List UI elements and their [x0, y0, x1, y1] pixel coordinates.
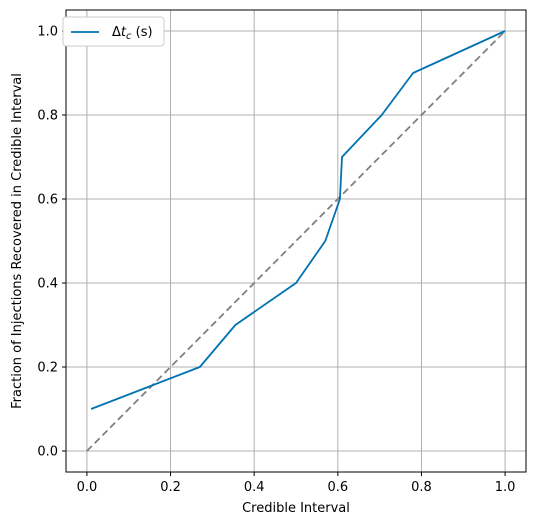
- legend: Δtc (s): [62, 16, 165, 47]
- series-layer: [90, 30, 506, 410]
- y-ticks: 0.0 0.2 0.4 0.6 0.8 1.0: [37, 25, 66, 460]
- y-tick-label: 0.4: [37, 277, 58, 292]
- y-tick-label: 0.6: [37, 193, 58, 208]
- x-tick-label: 0.4: [244, 480, 265, 495]
- x-tick-label: 0.2: [160, 480, 181, 495]
- x-axis-label: Credible Interval: [242, 501, 350, 516]
- legend-label-t: t: [121, 25, 127, 40]
- x-tick-label: 0.0: [77, 480, 98, 495]
- x-tick-label: 0.8: [411, 480, 432, 495]
- legend-box: [62, 16, 165, 47]
- reference-diagonal-line: [86, 30, 506, 452]
- y-tick-label: 0.0: [37, 445, 58, 460]
- legend-label-subscript: c: [126, 31, 132, 42]
- y-tick-label: 0.8: [37, 109, 58, 124]
- y-axis-label: Fraction of Injections Recovered in Cred…: [10, 73, 25, 409]
- series-line: [90, 30, 506, 410]
- legend-label-delta: Δ: [112, 25, 121, 40]
- y-tick-label: 0.2: [37, 361, 58, 376]
- legend-label: Δtc (s): [112, 25, 153, 42]
- x-ticks: 0.0 0.2 0.4 0.6 0.8 1.0: [77, 472, 516, 495]
- x-tick-label: 0.6: [327, 480, 348, 495]
- reference-line-layer: [86, 30, 506, 452]
- y-tick-label: 1.0: [37, 25, 58, 40]
- x-tick-label: 1.0: [495, 480, 516, 495]
- legend-label-unit: (s): [132, 25, 153, 40]
- plot-frame: [65, 9, 527, 473]
